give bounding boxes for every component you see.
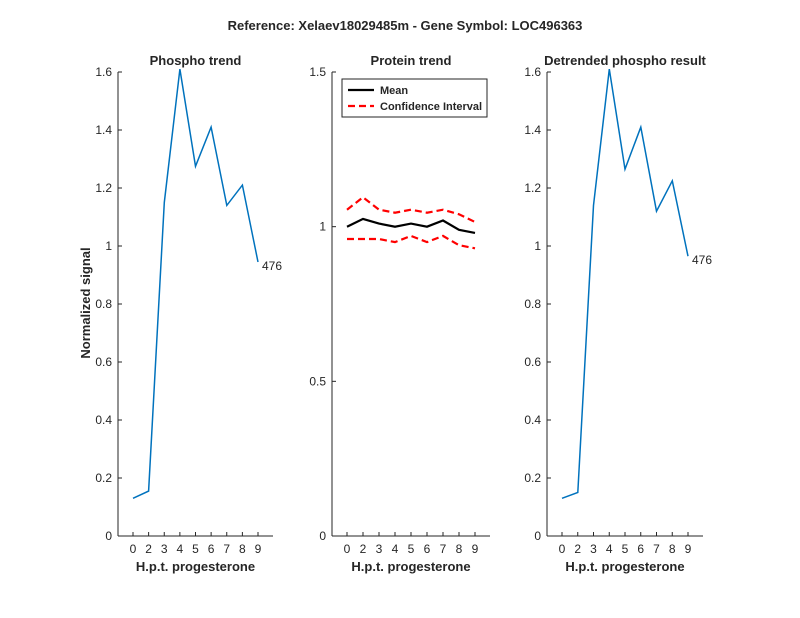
figure-title: Reference: Xelaev18029485m - Gene Symbol… [228, 18, 583, 33]
point-annotation: 476 [692, 253, 712, 267]
x-tick-label: 4 [392, 542, 399, 556]
y-tick-label: 0.6 [95, 355, 112, 369]
x-tick-label: 4 [177, 542, 184, 556]
x-axis-label: H.p.t. progesterone [565, 559, 684, 574]
y-tick-label: 1.6 [95, 65, 112, 79]
x-tick-label: 2 [574, 542, 581, 556]
y-tick-label: 0.4 [524, 413, 541, 427]
x-tick-label: 7 [653, 542, 660, 556]
y-tick-label: 0 [105, 529, 112, 543]
x-axis-label: H.p.t. progesterone [136, 559, 255, 574]
x-tick-label: 0 [559, 542, 566, 556]
panel-title: Detrended phospho result [544, 53, 706, 68]
legend-label: Confidence Interval [380, 101, 482, 113]
x-tick-label: 6 [637, 542, 644, 556]
y-tick-label: 1.6 [524, 65, 541, 79]
x-tick-label: 2 [145, 542, 152, 556]
y-tick-label: 1 [534, 239, 541, 253]
legend-label: Mean [380, 85, 408, 97]
x-tick-label: 0 [130, 542, 137, 556]
legend-box [341, 78, 488, 118]
chart-panel-1: 00.20.40.60.811.21.41.60 2 3 4 5 6 7 8 9Phospho … [95, 53, 282, 574]
series-line-1 [561, 68, 689, 500]
x-tick-label: 9 [255, 542, 262, 556]
x-axis-label: H.p.t. progesterone [351, 559, 470, 574]
x-tick-label: 3 [590, 542, 597, 556]
chart-panel-3: 00.20.40.60.811.21.41.60 2 3 4 5 6 7 8 9Detrende… [524, 53, 712, 574]
x-tick-label: 7 [440, 542, 447, 556]
y-tick-label: 1.2 [524, 181, 541, 195]
y-tick-label: 1.5 [309, 65, 326, 79]
x-tick-label: 8 [456, 542, 463, 556]
x-tick-label: 3 [376, 542, 383, 556]
x-tick-label: 5 [192, 542, 199, 556]
x-tick-label: 9 [472, 542, 479, 556]
series-line-1 [346, 217, 476, 234]
y-tick-label: 1.4 [524, 123, 541, 137]
y-tick-label: 1 [105, 239, 112, 253]
y-tick-label: 0.6 [524, 355, 541, 369]
y-tick-label: 1.2 [95, 181, 112, 195]
panel-title: Protein trend [371, 53, 452, 68]
x-tick-label: 6 [424, 542, 431, 556]
y-tick-label: 0.8 [524, 297, 541, 311]
x-tick-label: 6 [208, 542, 215, 556]
panel-title: Phospho trend [150, 53, 242, 68]
y-axis-label: Normalized signal [78, 247, 93, 358]
x-tick-label: 9 [685, 542, 692, 556]
x-tick-label: 4 [606, 542, 613, 556]
y-tick-label: 0.2 [524, 471, 541, 485]
y-tick-label: 0.2 [95, 471, 112, 485]
x-tick-label: 8 [669, 542, 676, 556]
y-tick-label: 1 [319, 220, 326, 234]
x-tick-label: 0 [344, 542, 351, 556]
x-tick-label: 8 [239, 542, 246, 556]
point-annotation: 476 [262, 259, 282, 273]
x-tick-label: 5 [408, 542, 415, 556]
y-tick-label: 0.4 [95, 413, 112, 427]
series-line-3 [347, 234, 476, 250]
y-tick-label: 0.8 [95, 297, 112, 311]
y-tick-label: 0 [319, 529, 326, 543]
series-line-2 [346, 195, 476, 223]
y-tick-label: 1.4 [95, 123, 112, 137]
y-tick-label: 0.5 [309, 374, 326, 388]
x-tick-label: 3 [161, 542, 168, 556]
y-tick-label: 0 [534, 529, 541, 543]
x-tick-label: 7 [223, 542, 230, 556]
series-line-1 [132, 68, 259, 499]
x-tick-label: 5 [622, 542, 629, 556]
x-tick-label: 2 [360, 542, 367, 556]
